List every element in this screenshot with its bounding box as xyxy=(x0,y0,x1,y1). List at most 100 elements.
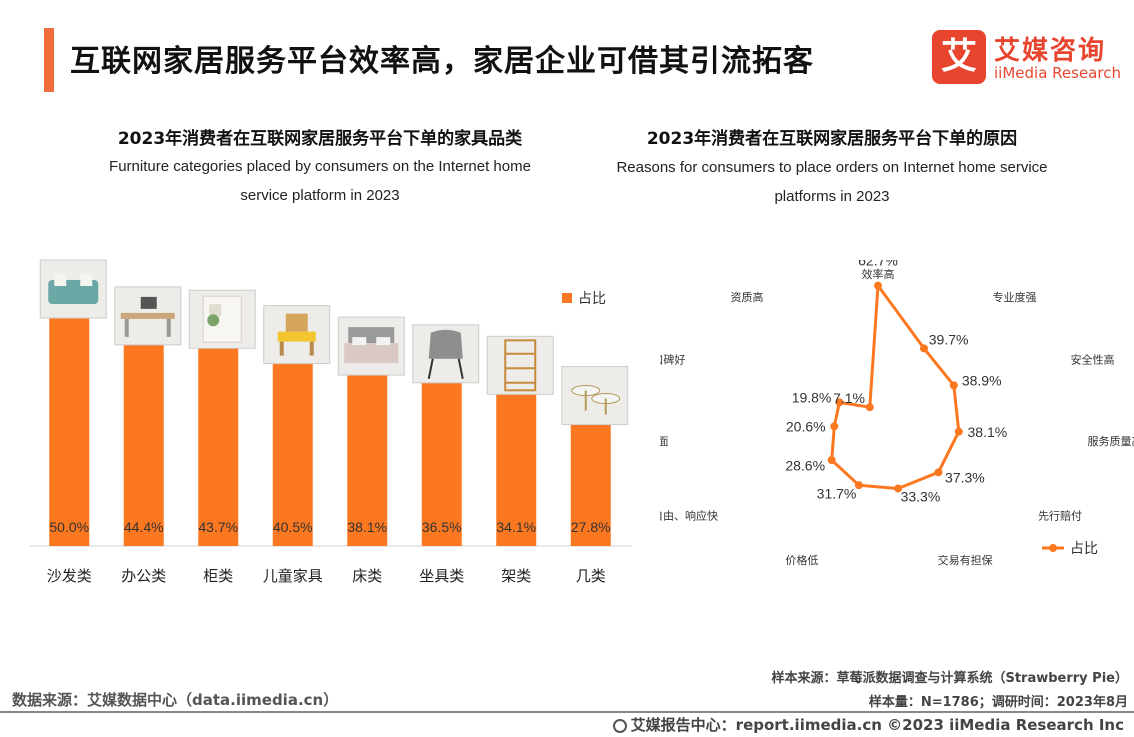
radar-value-label: 39.7% xyxy=(929,331,969,347)
radar-point-5 xyxy=(894,484,903,493)
bar-1 xyxy=(123,332,164,546)
radar-category-label: 效率高 xyxy=(862,267,895,281)
bar-category-label: 架类 xyxy=(501,567,531,585)
bed-mattress xyxy=(344,343,399,364)
footer-divider xyxy=(0,711,1134,713)
bar-category-label: 床类 xyxy=(352,567,382,585)
bar-3 xyxy=(272,351,313,546)
bar-category-label: 儿童家具 xyxy=(263,567,323,585)
right-chart-subtitle: Reasons for consumers to place orders on… xyxy=(570,153,1094,211)
copyright-text: 艾媒报告中心：report.iimedia.cn ©2023 iiMedia R… xyxy=(630,716,1124,734)
radar-point-2 xyxy=(949,381,958,390)
radar-point-9 xyxy=(835,398,844,407)
cabinet-niche xyxy=(209,304,222,317)
bar-category-label: 柜类 xyxy=(203,567,233,585)
radar-category-label: 安全性高 xyxy=(1071,352,1115,366)
desk-leg xyxy=(166,318,171,337)
radar-category-label: 价格低 xyxy=(785,553,818,567)
radar-value-label: 20.6% xyxy=(786,419,826,435)
radar-value-label: 62.7% xyxy=(858,260,898,269)
bar-legend-swatch xyxy=(562,293,572,303)
globe-icon xyxy=(612,719,627,733)
logo-cn-text: 艾媒咨询 xyxy=(994,36,1107,66)
left-chart-subtitle: Furniture categories placed by consumers… xyxy=(30,152,610,210)
sofa-pillow xyxy=(54,274,67,286)
chair-leg xyxy=(309,341,314,356)
radar-point-0 xyxy=(874,281,882,290)
desk-leg xyxy=(124,318,129,337)
radar-value-label: 38.9% xyxy=(962,372,1002,388)
sample-source: 样本来源：草莓派数据调查与计算系统（Strawberry Pie） xyxy=(771,671,1128,686)
thumb-frame xyxy=(486,335,554,395)
bar-0 xyxy=(49,306,90,546)
radar-value-label: 31.7% xyxy=(817,485,857,501)
left-chart-subtitle-line1: Furniture categories placed by consumers… xyxy=(109,158,531,175)
data-source: 数据来源：艾媒数据中心（data.iimedia.cn） xyxy=(12,691,339,709)
page-title: 互联网家居服务平台效率高，家居企业可借其引流拓客 xyxy=(70,44,814,79)
desk-monitor xyxy=(140,296,157,309)
bar-4 xyxy=(347,363,388,546)
right-chart-subtitle-line1: Reasons for consumers to place orders on… xyxy=(616,159,1048,176)
bar-value-label: 36.5% xyxy=(422,519,462,535)
bar-7 xyxy=(570,412,611,546)
armchair-body xyxy=(428,329,463,359)
left-chart-subtitle-line2: service platform in 2023 xyxy=(240,187,400,204)
cabinet-image xyxy=(188,289,256,349)
radar-value-label: 19.8% xyxy=(792,389,832,405)
radar-value-label: 7.1% xyxy=(833,390,865,406)
radar-category-label: 时间选择自由、响应快 xyxy=(660,509,718,523)
bar-2 xyxy=(198,336,239,546)
radar-point-10 xyxy=(865,403,874,412)
right-chart-subtitle-line2: platforms in 2023 xyxy=(774,188,890,205)
radar-value-label: 28.6% xyxy=(785,457,825,473)
bar-value-label: 34.1% xyxy=(496,519,536,535)
armchair-leg xyxy=(457,358,464,379)
bar-category-label: 坐具类 xyxy=(419,567,464,585)
bar-value-label: 43.7% xyxy=(198,519,238,535)
radar-value-label: 38.1% xyxy=(968,424,1008,440)
furniture-bar-chart: 50.0% 沙发类 44.4% 办公类 43.7% 柜类 40.5% 儿童家具 38.1% 床类 3… xyxy=(30,259,632,585)
side-table-image xyxy=(561,366,629,426)
bar-value-label: 50.0% xyxy=(49,519,89,535)
chair-leg xyxy=(279,341,284,356)
bar-value-label: 44.4% xyxy=(124,519,164,535)
shelf-frame xyxy=(504,339,537,392)
chair-seat xyxy=(277,331,316,342)
kids-chair-image xyxy=(263,305,331,365)
reasons-radar-chart: 62.7%效率高 39.7% 专业度强 38.9% 安全性高 38.1% 服务质量高 37.3… xyxy=(660,260,1134,567)
radar-value-label: 33.3% xyxy=(901,489,941,505)
left-chart-title: 2023年消费者在互联网家居服务平台下单的家具品类 xyxy=(117,129,523,149)
desk-top xyxy=(120,312,175,319)
shelf-image xyxy=(486,335,554,395)
bar-category-label: 沙发类 xyxy=(47,567,92,585)
radar-category-label: 服务质量高 xyxy=(1088,434,1134,448)
radar-legend-marker xyxy=(1049,544,1057,552)
armchair-image xyxy=(412,324,480,384)
radar-category-label: 交易有担保 xyxy=(938,553,993,567)
radar-category-label: 服务类型全面 xyxy=(660,434,668,448)
logo-mark-icon: 艾 xyxy=(932,30,986,84)
office-desk-image xyxy=(114,286,182,346)
bar-value-label: 27.8% xyxy=(571,519,611,535)
sample-size: 样本量：N=1786；调研时间：2023年8月 xyxy=(868,695,1128,710)
armchair-leg xyxy=(427,358,434,379)
bed-pillow xyxy=(352,337,367,346)
bar-category-label: 办公类 xyxy=(121,567,166,585)
title-accent-bar xyxy=(44,28,54,92)
bar-value-label: 38.1% xyxy=(347,519,387,535)
bed-image xyxy=(337,316,405,376)
radar-point-7 xyxy=(827,456,836,465)
logo-en-text: iiMedia Research xyxy=(994,64,1121,82)
brand-logo: 艾 艾媒咨询 iiMedia Research xyxy=(932,30,1122,86)
radar-value-label: 37.3% xyxy=(945,470,985,486)
radar-point-3 xyxy=(954,427,963,436)
cabinet-plant xyxy=(207,314,220,327)
right-chart-title: 2023年消费者在互联网家居服务平台下单的原因 xyxy=(646,129,1018,149)
radar-point-4 xyxy=(934,468,943,477)
bar-category-label: 几类 xyxy=(576,567,606,585)
bar-value-label: 40.5% xyxy=(273,519,313,535)
radar-legend-label: 占比 xyxy=(1070,541,1098,557)
chair-back xyxy=(285,313,308,332)
sofa-pillow xyxy=(80,274,93,286)
radar-series-line xyxy=(830,284,961,490)
